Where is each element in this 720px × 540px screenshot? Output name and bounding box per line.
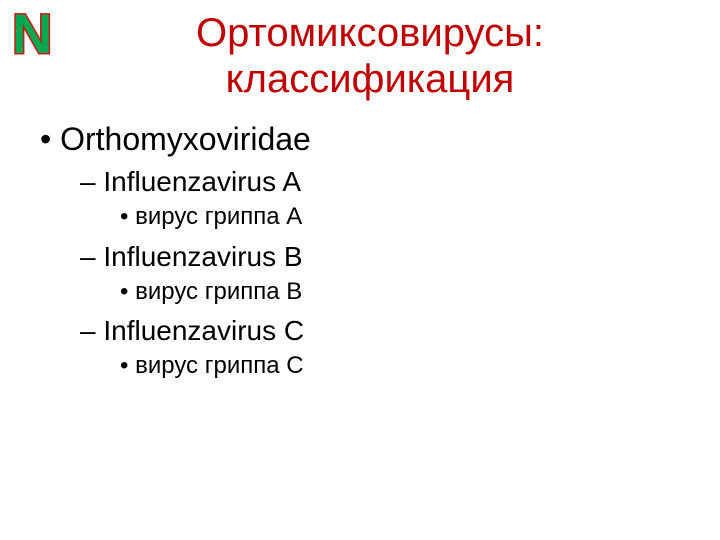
title-line-2: классификация xyxy=(100,56,640,102)
list-item-family: Orthomyxoviridae xyxy=(40,120,680,158)
corner-letter-fill: N xyxy=(12,2,50,65)
list-item-species-a: вирус гриппа А xyxy=(120,201,680,232)
slide-content: Orthomyxoviridae Influenzavirus A вирус … xyxy=(40,120,680,387)
list-item-genus-c: Influenzavirus C xyxy=(80,313,680,348)
list-item-genus-b: Influenzavirus B xyxy=(80,239,680,274)
slide: N N Ортомиксовирусы: классификация Ortho… xyxy=(0,0,720,540)
list-item-species-c: вирус гриппа С xyxy=(120,350,680,381)
slide-title: Ортомиксовирусы: классификация xyxy=(100,10,640,102)
corner-letter: N N xyxy=(12,6,50,62)
list-item-species-b: вирус гриппа В xyxy=(120,276,680,307)
list-item-genus-a: Influenzavirus A xyxy=(80,164,680,199)
title-line-1: Ортомиксовирусы: xyxy=(100,10,640,56)
